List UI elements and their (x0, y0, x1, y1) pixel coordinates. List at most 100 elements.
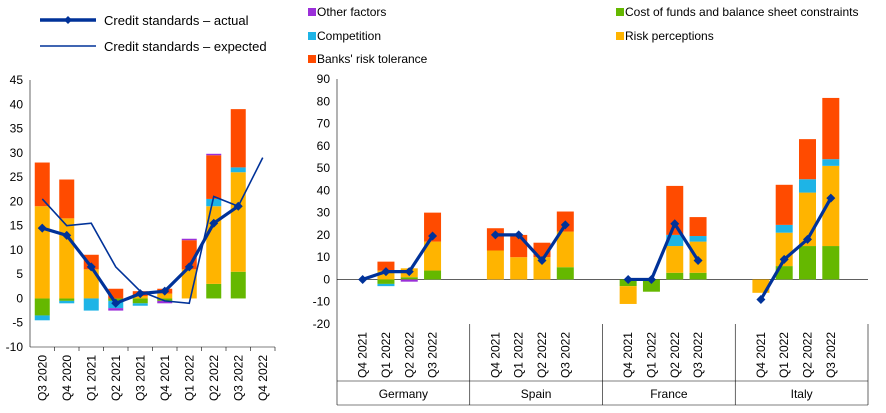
right-x-tick-label: Q2 2022 (402, 332, 416, 378)
left-bar-risk (83, 269, 99, 299)
left-y-tick: 15 (10, 219, 24, 233)
legend-swatch-cost (616, 8, 624, 16)
right-point-actual (693, 256, 703, 266)
left-bar-competition (132, 303, 148, 306)
left-bar-competition (34, 315, 50, 321)
right-line-actual (362, 235, 434, 281)
left-y-tick: 10 (10, 243, 24, 257)
right-bar-tolerance (775, 184, 793, 225)
right-bar-risk (533, 257, 551, 280)
legend-swatch-tolerance (308, 55, 316, 63)
right-bar-cost (689, 272, 707, 280)
right-bar-risk (556, 231, 574, 268)
right-point-actual (537, 256, 547, 266)
right-y-tick: 90 (317, 72, 331, 86)
left-point-actual (37, 223, 47, 233)
right-x-tick-label: Q3 2022 (691, 332, 705, 378)
left-x-tick-label: Q2 2022 (207, 355, 221, 401)
legend: Credit standards – actual Credit standar… (40, 5, 858, 66)
right-bar-cost (556, 267, 574, 280)
left-bar-cost (132, 298, 148, 304)
left-x-tick-label: Q3 2022 (231, 355, 245, 401)
legend-item-expected: Credit standards – expected (40, 39, 267, 54)
left-y-tick: 5 (16, 267, 23, 281)
legend-label-expected: Credit standards – expected (104, 39, 267, 54)
legend-swatch-other (308, 8, 316, 16)
right-point-actual (623, 274, 633, 284)
right-bar-other (400, 279, 418, 282)
left-bar-cost (157, 298, 173, 301)
right-group-label: Germany (379, 387, 428, 401)
left-point-actual (111, 298, 121, 308)
left-x-tick-label: Q4 2022 (256, 355, 270, 401)
legend-item-cost: Cost of funds and balance sheet constrai… (616, 5, 858, 19)
left-bar-cost (59, 298, 75, 301)
right-bar-tolerance (822, 97, 840, 160)
right-bar-competition (775, 224, 793, 233)
right-bar-tolerance (666, 185, 684, 235)
right-bar-risk (486, 250, 504, 280)
left-bar-competition (83, 298, 99, 311)
right-bar-competition (799, 179, 816, 193)
right-x-tick-label: Q4 2021 (754, 332, 768, 378)
left-point-actual (62, 230, 72, 240)
right-x-tick-label: Q1 2022 (777, 332, 791, 378)
right-line-actual (759, 197, 833, 301)
left-y-tick: 45 (10, 73, 24, 87)
left-x-tick-label: Q2 2021 (109, 355, 123, 401)
left-bar-risk (59, 218, 75, 299)
left-bar-tolerance (83, 254, 99, 270)
left-x-tick-label: Q3 2020 (35, 355, 49, 401)
right-y-tick: 10 (317, 250, 331, 264)
right-bar-cost (799, 246, 816, 280)
left-point-actual (184, 262, 194, 272)
right-bar-cost (642, 279, 660, 292)
left-point-actual (86, 262, 96, 272)
left-point-actual (160, 286, 170, 296)
left-point-actual (233, 201, 243, 211)
right-bar-competition (377, 283, 395, 287)
right-y-tick: 30 (317, 206, 331, 220)
right-bar-tolerance (799, 139, 816, 180)
left-bar-risk (157, 293, 173, 299)
right-panel-countries: -20 -10 0 10 20 30 40 50 60 70 80 90 Germany Q4 2021 Q… (313, 72, 869, 406)
left-bar-competition (206, 198, 222, 207)
right-point-actual (358, 274, 368, 284)
left-y-tick: 40 (10, 97, 24, 111)
legend-label-other: Other factors (317, 5, 386, 19)
left-bar-risk (181, 269, 197, 299)
right-y-tick: -10 (313, 295, 331, 309)
left-bar-cost (230, 271, 246, 299)
legend-label-risk: Risk perceptions (625, 29, 714, 43)
legend-item-other: Other factors (308, 5, 386, 19)
right-bar-competition (822, 159, 840, 166)
right-point-actual (381, 267, 391, 277)
right-bar-tolerance (377, 261, 395, 271)
left-point-actual (135, 289, 145, 299)
right-point-actual (514, 230, 524, 240)
legend-label-actual: Credit standards – actual (104, 13, 249, 28)
legend-label-cost: Cost of funds and balance sheet constrai… (625, 5, 858, 19)
right-y-tick: -20 (313, 317, 331, 331)
left-y-tick: 30 (10, 146, 24, 160)
right-group-label: Spain (521, 387, 552, 401)
right-group-label: Italy (791, 387, 813, 401)
left-point-actual (209, 218, 219, 228)
right-bar-cost (424, 270, 442, 280)
right-x-tick-label: Q4 2021 (356, 332, 370, 378)
right-line-actual (628, 220, 700, 282)
left-y-tick: 25 (10, 170, 24, 184)
left-bar-risk (230, 172, 246, 272)
left-bar-tolerance (206, 155, 222, 199)
left-bar-other (157, 300, 173, 304)
right-x-tick-label: Q1 2022 (644, 332, 658, 378)
left-line-expected (41, 157, 264, 305)
legend-swatch-risk (616, 32, 624, 40)
right-bar-cost (822, 246, 840, 280)
left-bar-cost (206, 283, 222, 299)
legend-label-competition: Competition (317, 29, 381, 43)
legend-item-actual: Credit standards – actual (40, 13, 249, 28)
right-y-tick: 20 (317, 228, 331, 242)
left-panel-euro-area: -10 -5 0 5 10 15 20 25 30 35 40 45 Q3 2020 Q4 2020 Q1 … (6, 73, 276, 401)
